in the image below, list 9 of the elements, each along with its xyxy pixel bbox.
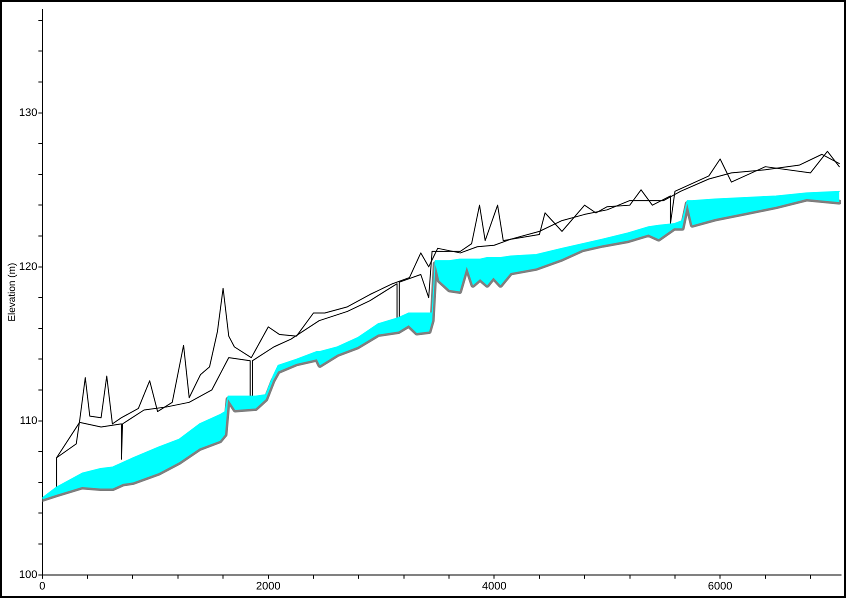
x-tick-label: 0 bbox=[39, 580, 46, 592]
y-axis-title: Elevation (m) bbox=[6, 262, 18, 322]
x-tick-label: 6000 bbox=[708, 580, 732, 592]
y-tick-label: 120 bbox=[18, 260, 38, 273]
y-tick-label: 110 bbox=[20, 414, 38, 427]
x-tick-label: 4000 bbox=[482, 580, 506, 592]
x-tick-label: 2000 bbox=[256, 580, 281, 592]
y-tick-label: 100 bbox=[18, 568, 38, 581]
y-tick-label: 130 bbox=[18, 106, 38, 119]
